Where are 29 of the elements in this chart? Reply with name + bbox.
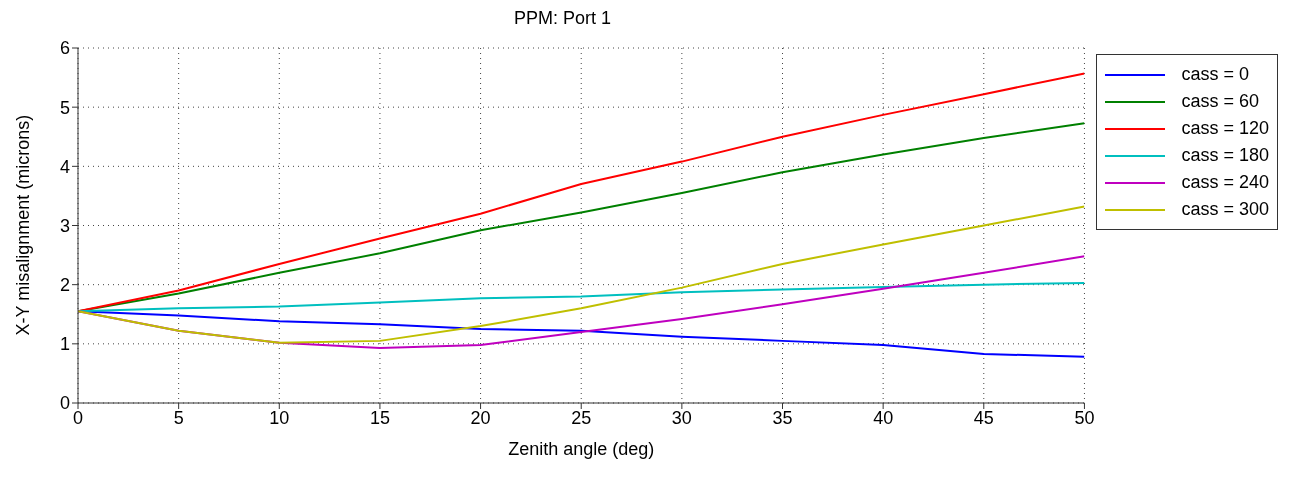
- legend-label: cass = 0: [1181, 64, 1249, 85]
- y-tick-label: 3: [59, 215, 70, 236]
- x-tick-label: 50: [1074, 407, 1095, 428]
- legend-label: cass = 180: [1181, 145, 1269, 166]
- y-tick-label: 5: [59, 97, 70, 118]
- y-tick-label: 4: [59, 156, 70, 177]
- chart-title: PPM: Port 1: [513, 8, 612, 29]
- x-tick-label: 40: [873, 407, 894, 428]
- x-tick-label: 35: [772, 407, 793, 428]
- legend-label: cass = 240: [1181, 172, 1269, 193]
- y-axis-title: X-Y misalignment (microns): [13, 114, 34, 336]
- line-series: [78, 281, 1085, 313]
- legend-label: cass = 300: [1181, 199, 1269, 220]
- y-tick-label: 0: [59, 393, 70, 414]
- x-tick-label: 20: [470, 407, 491, 428]
- x-tick-label: 10: [269, 407, 290, 428]
- y-tick-label: 1: [59, 334, 70, 355]
- x-tick-label: 30: [671, 407, 692, 428]
- y-tick-label: 2: [59, 275, 70, 296]
- x-tick-label: 5: [173, 407, 184, 428]
- y-tick-label: 6: [59, 38, 70, 59]
- x-tick-label: 25: [571, 407, 592, 428]
- x-axis-title: Zenith angle (deg): [508, 439, 655, 459]
- x-tick-label: 0: [72, 407, 84, 428]
- line-series: [78, 205, 1085, 344]
- x-tick-label: 45: [973, 407, 994, 428]
- x-tick-label: 15: [369, 407, 390, 428]
- legend-label: cass = 60: [1181, 91, 1259, 112]
- legend-label: cass = 120: [1181, 118, 1269, 139]
